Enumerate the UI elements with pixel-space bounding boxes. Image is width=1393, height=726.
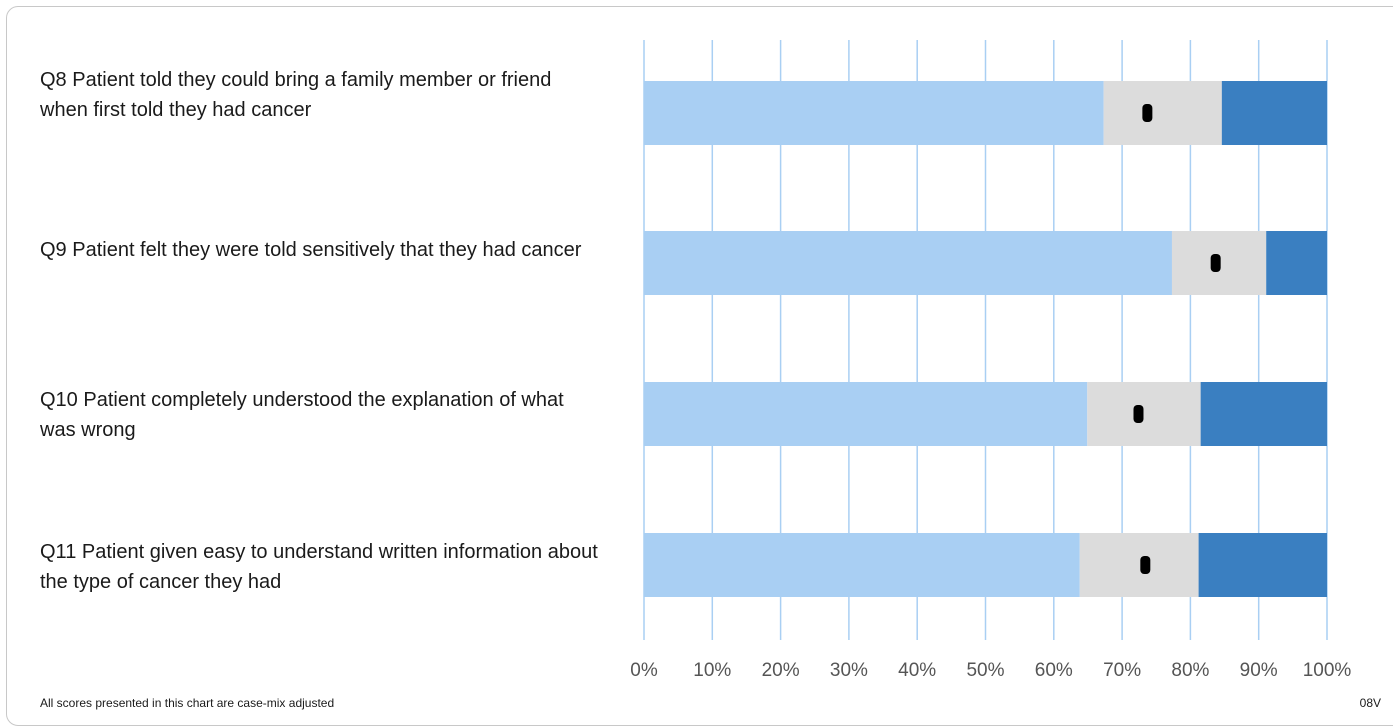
category-label-q8: Q8 Patient told they could bring a famil… xyxy=(40,69,552,121)
bar-segment-3-1 xyxy=(1079,533,1199,597)
bar-segment-2-2 xyxy=(1200,382,1327,446)
category-label-q10: Q10 Patient completely understood the ex… xyxy=(40,389,564,441)
bar-segment-0-0 xyxy=(644,81,1104,145)
x-tick-label-7: 70% xyxy=(1103,660,1141,681)
x-tick-label-6: 60% xyxy=(1035,660,1073,681)
marker-0 xyxy=(1142,104,1153,122)
category-label-q9: Q9 Patient felt they were told sensitive… xyxy=(40,239,582,261)
x-tick-label-4: 40% xyxy=(898,660,936,681)
marker-3 xyxy=(1140,556,1151,574)
x-tick-label-1: 10% xyxy=(693,660,731,681)
bar-segment-3-0 xyxy=(644,533,1080,597)
bar-segment-0-1 xyxy=(1103,81,1222,145)
category-label-q11: Q11 Patient given easy to understand wri… xyxy=(40,541,598,593)
marker-2 xyxy=(1133,405,1144,423)
bar-segment-1-2 xyxy=(1266,231,1327,295)
chart-code: 08V xyxy=(1359,696,1381,710)
marker-1 xyxy=(1210,254,1221,272)
x-tick-label-3: 30% xyxy=(830,660,868,681)
x-tick-label-0: 0% xyxy=(630,660,658,681)
x-tick-label-2: 20% xyxy=(762,660,800,681)
x-tick-label-9: 90% xyxy=(1240,660,1278,681)
bar-segment-2-0 xyxy=(644,382,1088,446)
bar-segment-3-2 xyxy=(1198,533,1327,597)
footnote: All scores presented in this chart are c… xyxy=(40,696,335,710)
bar-segment-2-1 xyxy=(1087,382,1201,446)
bar-segment-1-0 xyxy=(644,231,1172,295)
x-tick-label-10: 100% xyxy=(1303,660,1352,681)
x-tick-label-5: 50% xyxy=(966,660,1004,681)
x-tick-label-8: 80% xyxy=(1171,660,1209,681)
bar-segment-0-2 xyxy=(1221,81,1327,145)
